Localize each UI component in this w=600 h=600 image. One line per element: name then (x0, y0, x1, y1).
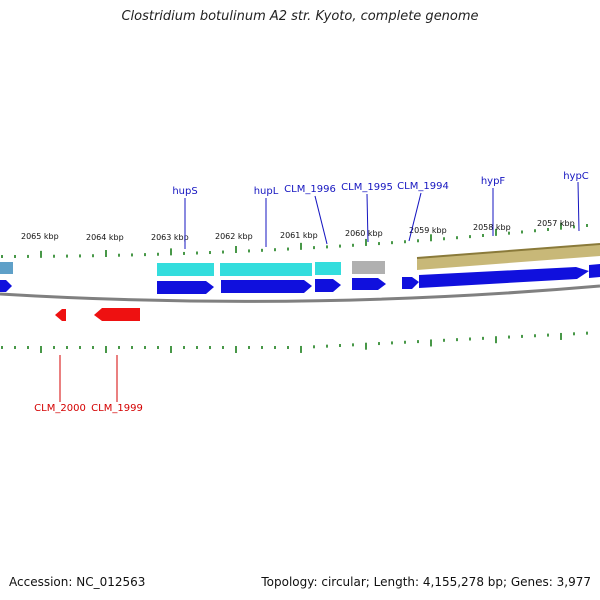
forward-cds-arrow[interactable] (157, 281, 214, 294)
forward-cds-arrow[interactable] (589, 264, 600, 278)
forward-gene-labels: hupS hupL CLM_1996 CLM_1995 CLM_1994 hyp… (172, 171, 589, 249)
scale-label: 2059 kbp (409, 226, 447, 235)
scale-label: 2061 kbp (280, 231, 318, 240)
gene-leader-line (408, 192, 422, 242)
scale-label: 2064 kbp (86, 233, 124, 242)
gene-leader-line (314, 195, 328, 245)
gene-leader-line (366, 193, 369, 243)
inner-tick-ring (1, 331, 588, 353)
feature-track-upper (0, 243, 600, 276)
forward-cds-arrow[interactable] (352, 278, 386, 290)
gene-label-hypC[interactable]: hypC (563, 171, 589, 182)
reverse-gene-labels: CLM_2000 CLM_1999 (34, 355, 143, 414)
forward-cds-arrow[interactable] (315, 279, 341, 292)
reverse-cds-arrow[interactable] (94, 308, 140, 321)
feature-block-khaki-edge (416, 243, 600, 259)
scale-label: 2065 kbp (21, 232, 59, 241)
gene-label-CLM_2000[interactable]: CLM_2000 (34, 403, 86, 414)
scale-label: 2060 kbp (345, 229, 383, 238)
gene-label-hypF[interactable]: hypF (481, 176, 506, 187)
reverse-cds-track (55, 308, 140, 321)
scale-labels: 2065 kbp 2064 kbp 2063 kbp 2062 kbp 2061… (21, 219, 575, 242)
feature-block-cyan[interactable] (315, 262, 341, 275)
map-title: Clostridium botulinum A2 str. Kyoto, com… (121, 9, 479, 24)
forward-cds-arrow[interactable] (221, 280, 312, 293)
gene-label-CLM_1996[interactable]: CLM_1996 (284, 184, 336, 195)
scale-label: 2063 kbp (151, 233, 189, 242)
scale-label: 2058 kbp (473, 223, 511, 232)
feature-block-khaki[interactable] (417, 244, 600, 270)
feature-block-steel (0, 262, 13, 274)
scale-label: 2062 kbp (215, 232, 253, 241)
gene-label-CLM_1994[interactable]: CLM_1994 (397, 181, 449, 192)
genome-backbone (0, 284, 600, 303)
gene-label-CLM_1995[interactable]: CLM_1995 (341, 182, 393, 193)
scale-label: 2057 kbp (537, 219, 575, 228)
forward-cds-track (0, 264, 600, 294)
gene-leader-line (577, 181, 580, 232)
forward-cds-arrow[interactable] (0, 280, 12, 292)
feature-block-cyan[interactable] (157, 263, 214, 276)
feature-block-gray[interactable] (352, 261, 385, 274)
genome-summary-text: Topology: circular; Length: 4,155,278 bp… (261, 575, 591, 589)
outer-tick-ring (1, 222, 588, 258)
gene-label-CLM_1999[interactable]: CLM_1999 (91, 403, 143, 414)
gene-label-hupS[interactable]: hupS (172, 186, 197, 197)
gene-label-hupL[interactable]: hupL (254, 186, 279, 197)
forward-cds-arrow[interactable] (419, 267, 589, 288)
accession-text: Accession: NC_012563 (9, 575, 146, 589)
feature-block-cyan[interactable] (220, 263, 312, 276)
reverse-cds-arrow[interactable] (55, 309, 66, 321)
forward-cds-arrow[interactable] (402, 277, 419, 289)
